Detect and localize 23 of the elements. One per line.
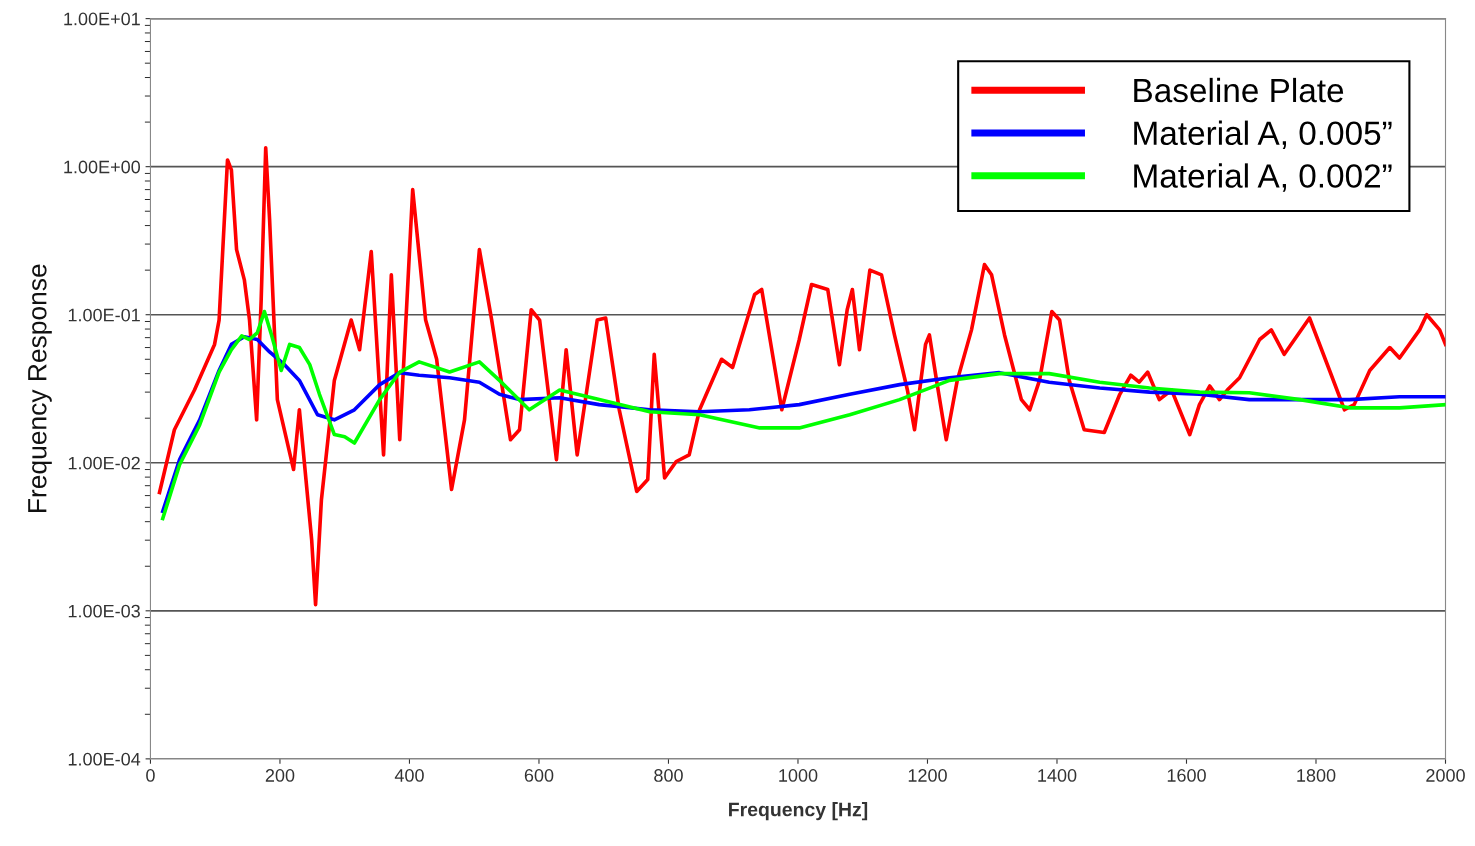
- y-axis-title: Frequency Response: [28, 264, 52, 512]
- y-tick-label: 1.00E-04: [68, 752, 141, 766]
- x-tick-label: 1200: [908, 769, 947, 782]
- x-tick-label: 600: [524, 769, 554, 782]
- x-tick-label: 1400: [1038, 769, 1077, 782]
- x-axis-title: Frequency [Hz]: [729, 802, 868, 821]
- x-tick-label: 0: [146, 769, 155, 782]
- y-tick-label: 1.00E-03: [68, 604, 140, 618]
- x-tick-label: 400: [394, 769, 424, 782]
- x-tick-label: 2000: [1426, 769, 1465, 782]
- x-tick-label: 200: [265, 769, 295, 782]
- legend-label: Material A, 0.002”: [1134, 163, 1392, 192]
- y-tick-label: 1.00E-02: [68, 456, 140, 470]
- x-tick-label: 1800: [1297, 769, 1336, 782]
- x-tick-label: 800: [654, 769, 683, 782]
- line-series: [160, 309, 1446, 521]
- y-tick-label: 1.00E+00: [64, 160, 141, 174]
- legend-label: Baseline Plate: [1134, 77, 1344, 103]
- x-tick-label: 1000: [779, 769, 818, 782]
- x-tick-label: 1600: [1167, 769, 1206, 782]
- y-tick-label: 1.00E+01: [64, 12, 140, 26]
- y-tick-label: 1.00E-01: [68, 308, 140, 322]
- legend-label: Material A, 0.005”: [1134, 120, 1392, 150]
